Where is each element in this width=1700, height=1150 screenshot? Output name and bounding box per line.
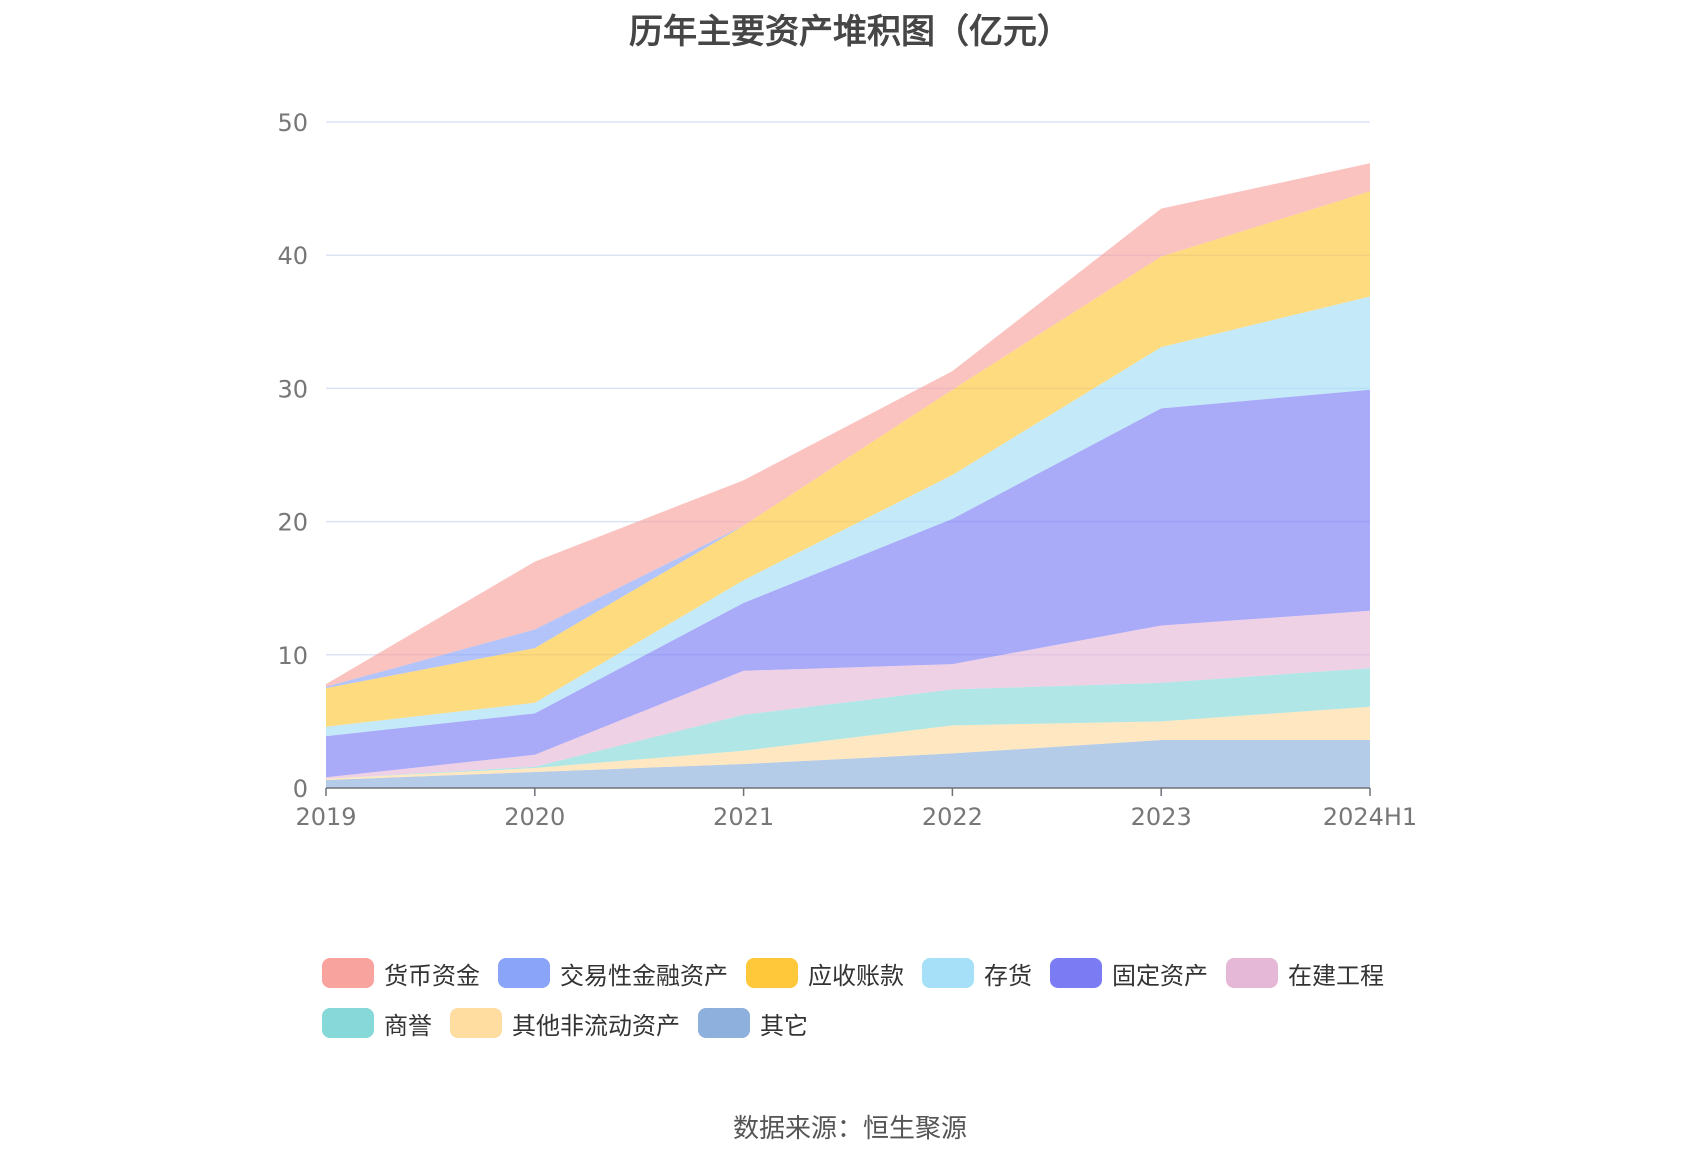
area-series-3 xyxy=(326,610,1370,779)
legend-swatch xyxy=(746,958,798,988)
legend-label: 存货 xyxy=(984,961,1032,990)
area-series-6 xyxy=(326,191,1370,727)
axes: 0 10 20 30 40 50 2019 2020 2021 2022 2023 2024H1 xyxy=(277,109,1417,831)
legend-row: 货币资金 交易性金融资产 应收账款 存货 固定资产 在建工程 xyxy=(322,955,1422,991)
area-series-2 xyxy=(326,668,1370,779)
legend-label: 其他非流动资产 xyxy=(512,1011,680,1040)
legend-label: 固定资产 xyxy=(1112,961,1208,990)
x-tick-label: 2022 xyxy=(922,803,983,831)
area-series xyxy=(326,163,1370,788)
legend-swatch xyxy=(1226,958,1278,988)
legend-label: 货币资金 xyxy=(384,961,480,990)
legend-swatch xyxy=(498,958,550,988)
legend-item[interactable]: 固定资产 xyxy=(1050,955,1208,991)
legend-label: 在建工程 xyxy=(1288,961,1384,990)
y-tick-label: 40 xyxy=(277,242,308,270)
legend-item[interactable]: 存货 xyxy=(922,955,1032,991)
x-tick-label: 2021 xyxy=(713,803,774,831)
legend-swatch xyxy=(922,958,974,988)
area-series-5 xyxy=(326,296,1370,737)
legend-swatch xyxy=(322,958,374,988)
legend-label: 商誉 xyxy=(384,1011,432,1040)
y-tick-label: 10 xyxy=(277,642,308,670)
legend-item[interactable]: 交易性金融资产 xyxy=(498,955,728,991)
y-tick-label: 0 xyxy=(293,775,308,803)
legend-label: 应收账款 xyxy=(808,961,904,990)
legend-item[interactable]: 其他非流动资产 xyxy=(450,1005,680,1041)
legend-label: 交易性金融资产 xyxy=(560,961,728,990)
y-tick-label: 20 xyxy=(277,509,308,537)
legend-item[interactable]: 货币资金 xyxy=(322,955,480,991)
x-tick-label: 2023 xyxy=(1131,803,1192,831)
area-series-4 xyxy=(326,389,1370,778)
x-tick-label: 2020 xyxy=(504,803,565,831)
legend-swatch xyxy=(450,1008,502,1038)
legend-swatch xyxy=(322,1008,374,1038)
legend-item[interactable]: 在建工程 xyxy=(1226,955,1384,991)
y-tick-label: 50 xyxy=(277,109,308,137)
legend-item[interactable]: 商誉 xyxy=(322,1005,432,1041)
legend-row: 商誉 其他非流动资产 其它 xyxy=(322,1005,1422,1041)
legend-item[interactable]: 应收账款 xyxy=(746,955,904,991)
x-tick-label: 2024H1 xyxy=(1323,803,1417,831)
legend-label: 其它 xyxy=(760,1011,808,1040)
legend-item[interactable]: 其它 xyxy=(698,1005,808,1041)
area-series-0 xyxy=(326,740,1370,788)
area-series-1 xyxy=(326,706,1370,780)
y-tick-label: 30 xyxy=(277,375,308,403)
legend-swatch xyxy=(1050,958,1102,988)
legend: 货币资金 交易性金融资产 应收账款 存货 固定资产 在建工程商誉 其他非流动资产 其它 xyxy=(322,955,1422,1055)
data-source-note: 数据来源：恒生聚源 xyxy=(732,1114,967,1144)
x-tick-label: 2019 xyxy=(295,803,356,831)
area-series-8 xyxy=(326,163,1370,687)
chart-title: 历年主要资产堆积图（亿元） xyxy=(629,12,1071,52)
legend-swatch xyxy=(698,1008,750,1038)
